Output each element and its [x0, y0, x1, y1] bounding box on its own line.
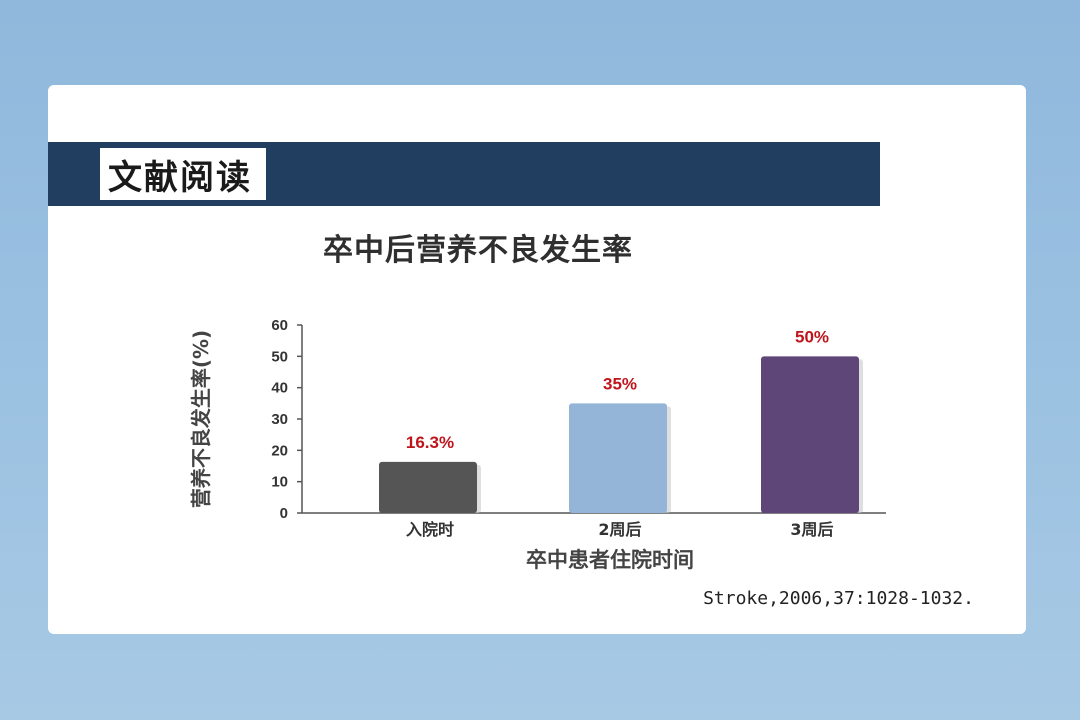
header-band: 文献阅读 [48, 142, 880, 206]
x-tick-label: 2周后 [598, 520, 641, 539]
y-tick-label: 30 [271, 411, 288, 428]
bar-value-label: 16.3% [406, 433, 454, 452]
bar [569, 403, 667, 513]
bar-value-label: 35% [603, 374, 637, 393]
header-title: 文献阅读 [108, 157, 252, 198]
bar-chart: 0 10 20 30 40 50 60 营养不良发生率(%) 16.3% 入院时 35% 2周后 50%… [189, 317, 886, 572]
citation: Stroke,2006,37:1028-1032. [703, 588, 974, 609]
y-tick-label: 20 [271, 442, 288, 459]
y-tick-label: 50 [271, 348, 288, 365]
x-tick-label: 入院时 [406, 520, 454, 539]
y-axis-label: 营养不良发生率(%) [189, 330, 213, 508]
y-tick-label: 60 [271, 317, 288, 334]
slide-card: 文献阅读 卒中后营养不良发生率 0 10 20 30 40 50 60 营养不良发生率(%) 1… [48, 85, 1026, 634]
y-tick-label: 10 [271, 474, 288, 491]
bar [379, 461, 477, 513]
bar [761, 356, 859, 513]
x-tick-label: 3周后 [790, 520, 833, 539]
y-tick-label: 40 [271, 380, 288, 397]
x-axis-label: 卒中患者住院时间 [526, 548, 694, 572]
y-tick-label: 0 [280, 505, 288, 522]
chart-title: 卒中后营养不良发生率 [323, 233, 633, 268]
header-title-box: 文献阅读 [100, 148, 266, 200]
bar-value-label: 50% [795, 327, 829, 346]
